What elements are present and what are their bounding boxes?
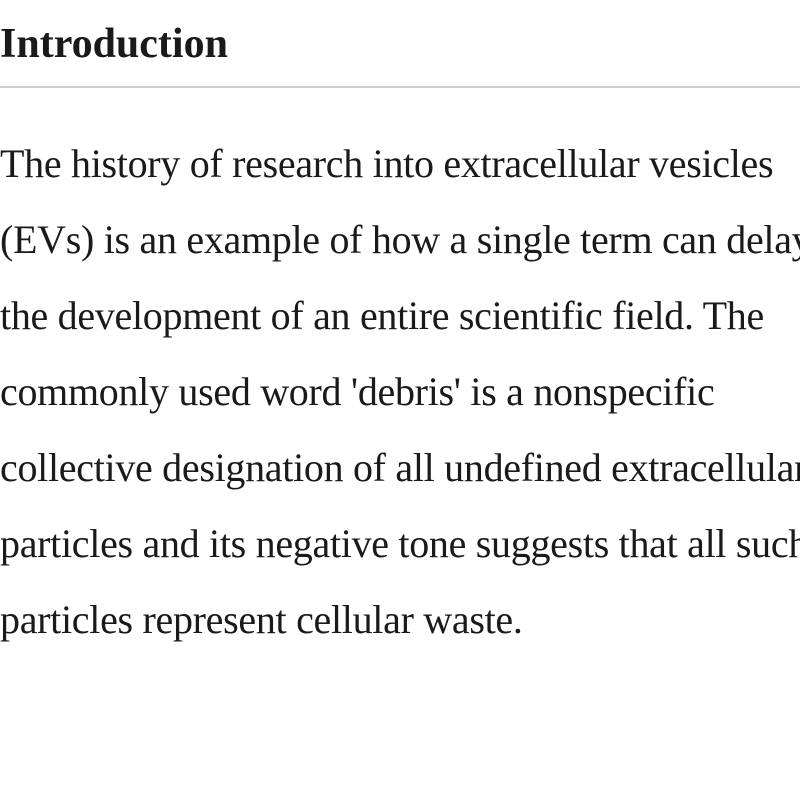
document-content: Introduction The history of research int…	[0, 0, 800, 678]
section-divider	[0, 86, 800, 88]
section-body: The history of research into extracellul…	[0, 126, 800, 658]
section-heading: Introduction	[0, 20, 800, 68]
